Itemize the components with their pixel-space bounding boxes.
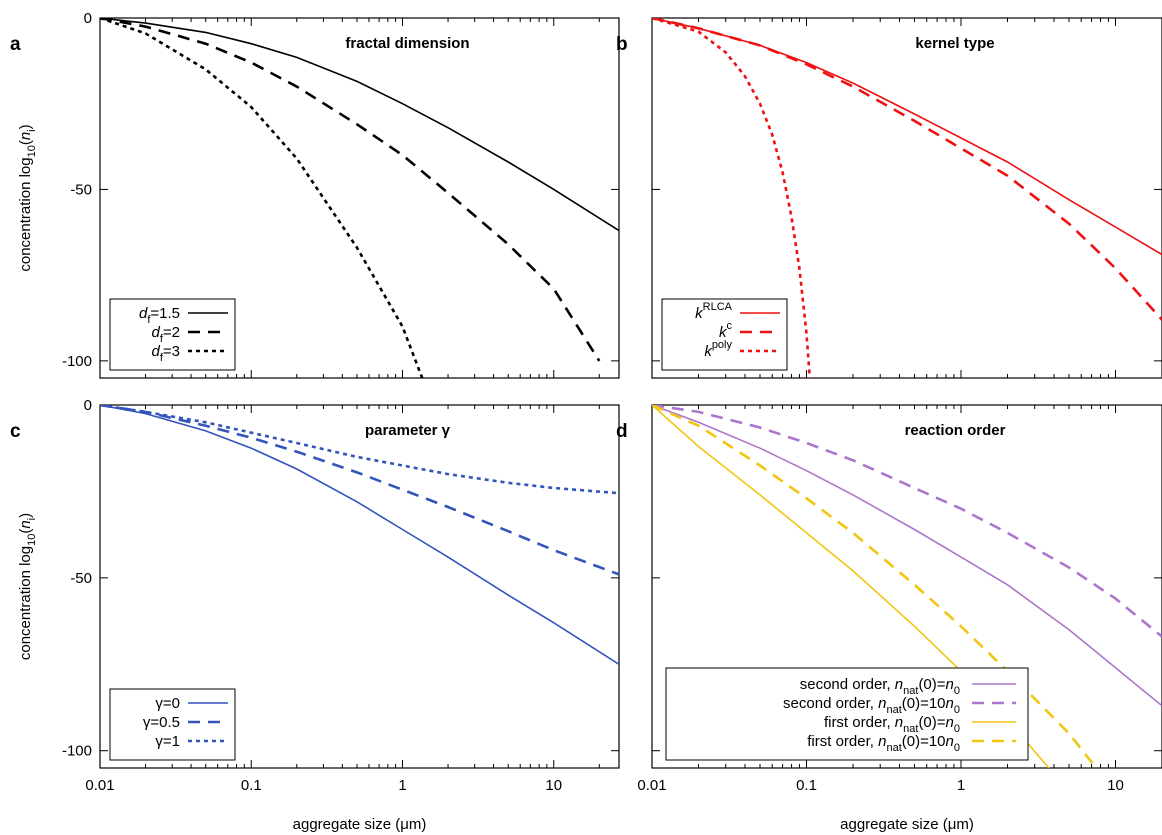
legend-label: kpoly [704, 339, 732, 360]
series-line-1 [652, 405, 1162, 707]
legend-label: df=2 [151, 324, 180, 345]
panel-letter: d [616, 421, 628, 442]
panel-d: 0.01 0.1 1 10 d reaction order second order, n… [616, 404, 1162, 794]
legend-label: df=1.5 [139, 305, 180, 326]
series-line-2 [652, 18, 1162, 321]
x-axis-label: aggregate size (μm) [840, 816, 974, 833]
legend-label: kc [719, 320, 733, 341]
series-line-3 [100, 405, 619, 495]
y-tick-label: 0 [84, 10, 92, 27]
legend-label: first order, nnat(0)=10n0 [807, 733, 960, 754]
series-line-4 [652, 405, 1098, 768]
x-tick-label: 1 [398, 777, 406, 794]
y-axis-label: concentration log10(ni) [17, 124, 38, 271]
y-tick-label: -50 [70, 570, 92, 587]
x-tick-label: 0.01 [85, 777, 114, 794]
panel-title: parameter γ [365, 422, 451, 439]
panel-a: 0 -50 -100 a fractal dimension df=1.5df=2df=3 [10, 10, 620, 379]
legend: df=1.5df=2df=3 [109, 298, 236, 371]
legend-label: second order, nnat(0)=n0 [800, 676, 960, 697]
x-tick-label: 0.01 [637, 777, 666, 794]
legend-box [109, 298, 236, 371]
y-tick-label: -100 [62, 743, 92, 760]
plot-frame [99, 404, 620, 769]
series-line-2 [100, 405, 619, 576]
plot-frame [651, 17, 1162, 379]
series-line-3 [100, 18, 424, 378]
legend-label: γ=1 [155, 733, 180, 750]
series-line-1 [100, 18, 619, 232]
legend-box [661, 298, 788, 371]
legend-label: γ=0.5 [143, 714, 180, 731]
series-line-3 [652, 18, 812, 378]
legend-label: first order, nnat(0)=n0 [824, 714, 960, 735]
series-line-2 [652, 405, 1162, 638]
plot-frame [99, 17, 620, 379]
legend-box [665, 667, 1029, 761]
series-line-1 [652, 18, 1162, 256]
y-tick-label: 0 [84, 397, 92, 414]
legend-label: γ=0 [155, 695, 180, 712]
legend-box [109, 688, 236, 761]
panel-title: fractal dimension [345, 35, 469, 52]
legend-label: second order, nnat(0)=10n0 [783, 695, 960, 716]
y-tick-label: -100 [62, 353, 92, 370]
panel-title: kernel type [915, 35, 994, 52]
legend-label: kRLCA [695, 301, 733, 322]
x-tick-label: 0.1 [796, 777, 817, 794]
panel-letter: a [10, 34, 21, 55]
series-group [100, 18, 619, 378]
panel-letter: b [616, 34, 628, 55]
x-tick-label: 10 [1107, 777, 1124, 794]
series-line-2 [100, 18, 601, 362]
legend-label: df=3 [151, 343, 180, 364]
series-line-1 [100, 405, 619, 665]
legend: γ=0 γ=0.5 γ=1 [109, 688, 236, 761]
x-tick-label: 10 [545, 777, 562, 794]
panel-title: reaction order [905, 422, 1006, 439]
y-tick-label: -50 [70, 181, 92, 198]
panel-letter: c [10, 421, 21, 442]
plot-frame [651, 404, 1162, 769]
series-group [652, 18, 1162, 378]
x-tick-label: 0.1 [241, 777, 262, 794]
y-axis-label: concentration log10(ni) [17, 513, 38, 660]
x-axis-label: aggregate size (μm) [293, 816, 427, 833]
x-tick-label: 1 [957, 777, 965, 794]
series-group [100, 405, 619, 665]
